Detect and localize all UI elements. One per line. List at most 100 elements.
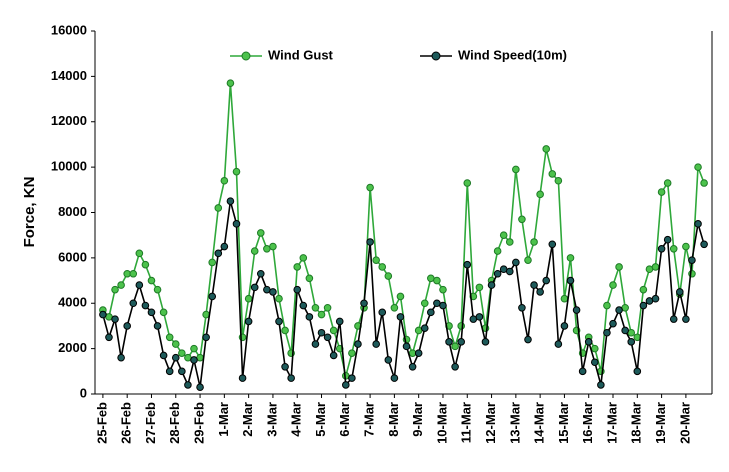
- point: [311, 303, 320, 312]
- legend-label: Wind Gust: [268, 47, 334, 62]
- point: [669, 245, 678, 253]
- point: [584, 338, 593, 346]
- point: [238, 374, 247, 382]
- point: [615, 263, 623, 271]
- y-tick-label: 14000: [51, 68, 87, 83]
- point: [463, 260, 472, 269]
- point: [621, 326, 629, 335]
- point: [451, 362, 459, 371]
- point: [117, 353, 125, 362]
- y-tick-label: 10000: [51, 159, 87, 174]
- point: [123, 322, 131, 330]
- x-tick-label: 25-Feb: [94, 402, 109, 444]
- point: [700, 179, 708, 187]
- point: [171, 340, 180, 348]
- x-tick-label: 3-Mar: [264, 402, 279, 437]
- point: [560, 322, 569, 330]
- point: [639, 285, 648, 294]
- point: [165, 367, 174, 376]
- point: [165, 333, 174, 342]
- x-tick-label: 9-Mar: [410, 402, 425, 437]
- point: [208, 258, 217, 267]
- point: [317, 328, 326, 337]
- point: [305, 274, 314, 283]
- point: [457, 322, 465, 330]
- point: [493, 247, 502, 255]
- point: [196, 383, 204, 391]
- point: [530, 238, 538, 246]
- point: [147, 276, 156, 285]
- point: [572, 306, 581, 314]
- point: [651, 294, 660, 303]
- x-tick-label: 19-Mar: [653, 402, 668, 444]
- point: [463, 179, 472, 187]
- x-tick-label: 10-Mar: [434, 402, 449, 444]
- point: [396, 292, 405, 301]
- point: [688, 256, 696, 264]
- point: [281, 326, 289, 335]
- point: [269, 242, 277, 251]
- x-tick-label: 15-Mar: [556, 402, 571, 444]
- point: [633, 367, 642, 376]
- point: [657, 188, 666, 196]
- point: [305, 313, 314, 321]
- point: [360, 299, 368, 308]
- point: [615, 306, 623, 314]
- point: [420, 299, 429, 308]
- point: [232, 220, 241, 228]
- point: [244, 317, 253, 326]
- point: [214, 204, 223, 212]
- legend-marker: [431, 51, 441, 61]
- y-axis-label: Force, KN: [21, 177, 38, 248]
- point: [505, 267, 514, 276]
- point: [111, 315, 119, 323]
- y-tick-label: 6000: [58, 249, 87, 264]
- point: [342, 381, 350, 389]
- point: [542, 145, 551, 153]
- point: [651, 263, 660, 271]
- point: [220, 176, 229, 185]
- series-line: [102, 200, 705, 388]
- point: [281, 362, 289, 371]
- point: [700, 240, 708, 249]
- x-tick-label: 4-Mar: [289, 402, 304, 437]
- x-tick-label: 16-Mar: [580, 402, 595, 444]
- x-tick-label: 11-Mar: [459, 402, 474, 443]
- point: [287, 374, 295, 382]
- point: [348, 349, 356, 357]
- point: [384, 272, 393, 280]
- point: [190, 356, 198, 364]
- point: [202, 333, 210, 342]
- point: [354, 340, 362, 348]
- point: [329, 351, 338, 360]
- point: [676, 288, 684, 296]
- point: [147, 308, 156, 317]
- point: [408, 362, 417, 371]
- point: [348, 374, 356, 382]
- point: [335, 317, 344, 326]
- point: [178, 349, 186, 357]
- x-tick-label: 6-Mar: [337, 402, 352, 437]
- point: [99, 310, 107, 319]
- point: [694, 163, 702, 171]
- point: [609, 319, 617, 328]
- point: [378, 263, 387, 271]
- point: [275, 317, 283, 326]
- point: [481, 338, 490, 346]
- point: [536, 288, 544, 296]
- point: [384, 356, 393, 364]
- y-tick-label: 12000: [51, 113, 87, 128]
- point: [153, 322, 162, 330]
- point: [578, 367, 587, 376]
- point: [220, 242, 229, 251]
- point: [669, 315, 678, 323]
- point: [542, 276, 551, 285]
- point: [433, 276, 441, 285]
- point: [323, 303, 332, 312]
- x-tick-label: 13-Mar: [507, 402, 522, 444]
- x-tick-label: 12-Mar: [483, 402, 498, 444]
- point: [159, 351, 168, 360]
- point: [694, 220, 702, 228]
- point: [475, 283, 484, 292]
- point: [269, 288, 277, 296]
